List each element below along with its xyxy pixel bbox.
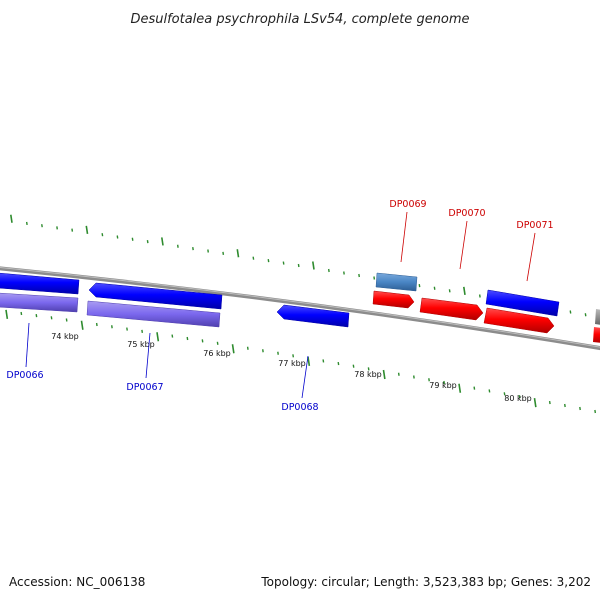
gene-arrow-dp0066[interactable] bbox=[0, 272, 80, 295]
forward-feature-row bbox=[372, 272, 600, 343]
major-tick bbox=[10, 214, 13, 223]
major-tick bbox=[307, 356, 311, 366]
leader-line-dp0071 bbox=[526, 232, 536, 282]
genome-backbone-highlight bbox=[0, 266, 600, 348]
accession-text: Accession: NC_006138 bbox=[9, 575, 145, 589]
leader-line-dp0066 bbox=[25, 322, 30, 368]
gene-arrow-dp0066-light[interactable] bbox=[0, 292, 79, 313]
genome-backbone bbox=[0, 266, 600, 351]
reverse-feature-row bbox=[0, 272, 350, 328]
major-tick bbox=[463, 286, 466, 296]
gene-labels: DP0066 DP0067 DP0068 DP0069 DP0070 DP007… bbox=[6, 199, 553, 413]
major-tick bbox=[236, 249, 240, 258]
major-tick bbox=[312, 261, 315, 270]
leader-line-dp0068 bbox=[301, 355, 309, 399]
gene-arrow-dp0067-light[interactable] bbox=[86, 300, 221, 328]
scale-label: 76 kbp bbox=[203, 349, 231, 358]
gene-label-dp0068[interactable]: DP0068 bbox=[281, 402, 318, 413]
tick-row-upper bbox=[10, 214, 587, 317]
gene-arrow-dp0071[interactable] bbox=[483, 307, 555, 334]
major-tick bbox=[5, 309, 9, 319]
scale-label: 79 kbp bbox=[429, 381, 457, 390]
red-feature-edge[interactable] bbox=[593, 327, 600, 343]
leader-line-dp0067 bbox=[145, 332, 151, 379]
scale-labels: 74 kbp 75 kbp 76 kbp 77 kbp 78 kbp 79 kb… bbox=[51, 332, 532, 403]
genome-summary-text: Topology: circular; Length: 3,523,383 bp… bbox=[260, 575, 591, 589]
major-tick bbox=[80, 320, 84, 330]
gene-leader-lines bbox=[25, 211, 536, 399]
grey-feature-edge bbox=[595, 309, 600, 325]
gene-label-dp0069[interactable]: DP0069 bbox=[389, 199, 426, 210]
leader-line-dp0069 bbox=[400, 211, 408, 263]
major-tick bbox=[382, 369, 386, 380]
gene-label-dp0070[interactable]: DP0070 bbox=[448, 208, 485, 219]
scale-label: 77 kbp bbox=[278, 359, 306, 368]
major-tick bbox=[161, 237, 164, 246]
map-title: Desulfotalea psychrophila LSv54, complet… bbox=[130, 12, 469, 27]
gene-arrow-dp0070[interactable] bbox=[419, 297, 484, 321]
tick-row-lower bbox=[5, 309, 597, 414]
leader-line-dp0070 bbox=[459, 220, 468, 270]
major-tick bbox=[156, 332, 160, 342]
major-tick bbox=[533, 397, 537, 408]
gene-arrow-dp0067[interactable] bbox=[88, 282, 223, 310]
gene-arrow-dp0068[interactable] bbox=[276, 304, 350, 328]
scale-label: 78 kbp bbox=[354, 370, 382, 379]
gene-label-dp0067[interactable]: DP0067 bbox=[126, 382, 163, 393]
gene-arrow-dp0069[interactable] bbox=[372, 290, 415, 309]
scale-label: 75 kbp bbox=[127, 340, 155, 349]
gene-arrow-dp0071-upper[interactable] bbox=[485, 289, 560, 317]
major-tick bbox=[85, 225, 89, 235]
major-tick bbox=[458, 383, 462, 393]
major-tick bbox=[231, 344, 235, 354]
gene-label-dp0071[interactable]: DP0071 bbox=[516, 220, 553, 231]
scale-label: 74 kbp bbox=[51, 332, 79, 341]
gene-label-dp0066[interactable]: DP0066 bbox=[6, 370, 43, 381]
scale-label: 80 kbp bbox=[504, 394, 532, 403]
gene-arrow-dp0069-rna[interactable] bbox=[375, 272, 418, 292]
